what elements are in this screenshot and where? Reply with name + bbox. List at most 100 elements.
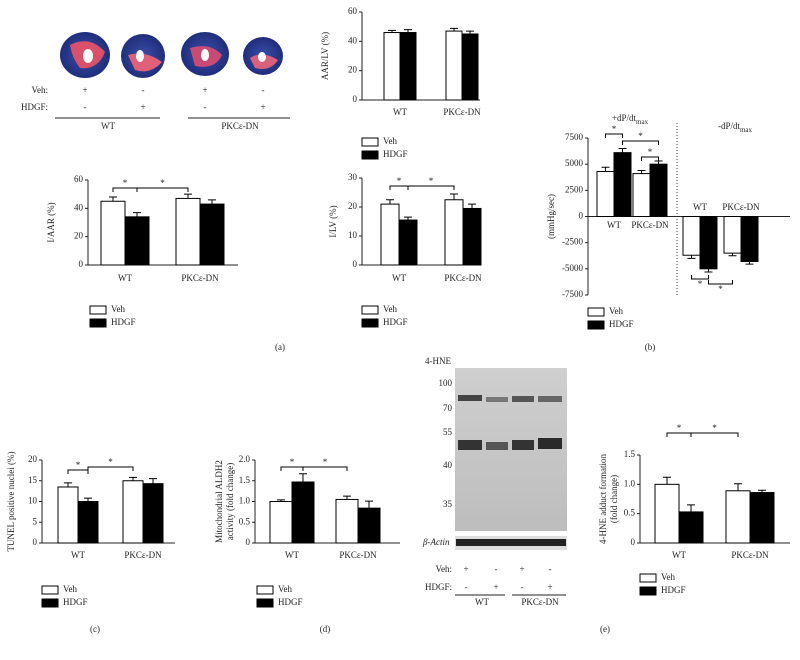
legend-label: HDGF (383, 317, 408, 327)
bar (57, 486, 79, 544)
y-tick-label: -7500 (562, 289, 583, 299)
bar-chart: 0 0.5 1.0 1.5 4-HNE adduct formation (fold ch… (598, 423, 790, 596)
significance-label: * (397, 176, 402, 186)
error-bar (277, 499, 285, 502)
legend-label: Veh (661, 572, 675, 582)
error-bar (654, 160, 663, 165)
y-tick-label: 0 (246, 537, 251, 547)
error-bar (450, 27, 458, 32)
legend-swatch (41, 585, 59, 595)
significance-bracket (67, 469, 89, 474)
error-bar (343, 495, 351, 500)
significance-bracket (690, 432, 739, 437)
significance-bracket (622, 140, 659, 145)
legend-label: Veh (63, 584, 77, 594)
treatment-mark: + (547, 582, 552, 592)
error-bar (129, 476, 137, 481)
treatment-mark: - (495, 564, 498, 574)
row-label: Veh: (436, 564, 453, 574)
y-tick-label: 0 (353, 94, 358, 104)
error-bar (687, 504, 695, 512)
group-label: PKCε-DN (521, 597, 559, 607)
bar (444, 199, 464, 266)
treatment-mark: + (260, 102, 265, 112)
row-label: HDGF: (21, 102, 48, 112)
legend-label: HDGF (63, 597, 88, 607)
bar (383, 32, 401, 101)
mw-marker: 70 (443, 403, 453, 413)
significance-label: * (718, 284, 723, 294)
bar (462, 207, 482, 266)
error-bar (404, 29, 412, 33)
significance-label: * (108, 457, 113, 467)
legend-label: Veh (383, 304, 397, 314)
x-tick-label: WT (71, 550, 85, 560)
bar (649, 163, 668, 218)
y-tick-label: 30 (348, 172, 358, 182)
y-axis-label: 4-HNE adduct formation (598, 454, 608, 544)
significance-bracket (389, 185, 409, 190)
error-bar (728, 253, 737, 257)
x-tick-label: WT (118, 273, 132, 283)
bar (445, 30, 463, 101)
significance-label: * (160, 178, 165, 188)
treatment-mark: + (82, 85, 87, 95)
y-tick-label: 0 (33, 537, 38, 547)
loading-label: β-Actin (422, 537, 450, 547)
error-bar (64, 482, 72, 487)
legend-label: HDGF (609, 319, 634, 329)
bar (723, 216, 742, 254)
significance-label: * (712, 423, 717, 433)
error-bar (687, 255, 696, 259)
bar (682, 216, 701, 256)
legend-label: Veh (383, 136, 397, 146)
y-tick-label: 1.5 (624, 449, 636, 459)
y-tick-label: 0 (79, 259, 84, 269)
significance-bracket (708, 280, 733, 285)
error-bar (758, 489, 766, 493)
error-bar (388, 29, 396, 33)
bar (632, 173, 651, 218)
significance-label: * (290, 457, 295, 467)
blot-title: 4-HNE (425, 356, 451, 366)
x-tick-label: PKCε-DN (444, 273, 482, 283)
bar (740, 216, 759, 263)
significance-bracket (641, 156, 659, 161)
y-tick-label: 5 (33, 516, 38, 526)
y-axis-label: (fold change) (609, 475, 619, 523)
bar (398, 219, 418, 266)
x-tick-label: PKCε-DN (631, 220, 669, 230)
legend-swatch (639, 573, 657, 583)
treatment-mark: + (140, 102, 145, 112)
x-tick-label: WT (672, 550, 686, 560)
group-title: -dP/dtmax (718, 121, 753, 134)
bar (596, 170, 615, 217)
bar (100, 200, 126, 266)
group-label: WT (475, 597, 489, 607)
error-bar (84, 497, 92, 502)
treatment-mark: + (493, 582, 498, 592)
significance-bracket (302, 466, 348, 471)
error-bar (299, 473, 307, 482)
treatment-mark: - (204, 102, 207, 112)
y-tick-label: 10 (28, 496, 38, 506)
x-tick-label: WT (392, 273, 406, 283)
y-tick-label: 40 (74, 202, 84, 212)
significance-bracket (136, 187, 189, 192)
y-tick-label: 0.5 (239, 516, 251, 526)
legend-swatch (256, 598, 274, 608)
significance-label: * (638, 131, 643, 141)
bar (380, 203, 400, 266)
bar (175, 197, 201, 266)
significance-bracket (407, 185, 455, 190)
heart-images (55, 32, 290, 119)
x-tick-label: PKCε-DN (731, 550, 769, 560)
legend-swatch (587, 307, 605, 317)
bar (122, 480, 144, 544)
legend-swatch (639, 586, 657, 596)
x-tick-label: PKCε-DN (443, 107, 481, 117)
legend-swatch (89, 305, 107, 315)
significance-bracket (112, 187, 138, 192)
error-bar (149, 478, 157, 484)
bar (199, 203, 225, 266)
